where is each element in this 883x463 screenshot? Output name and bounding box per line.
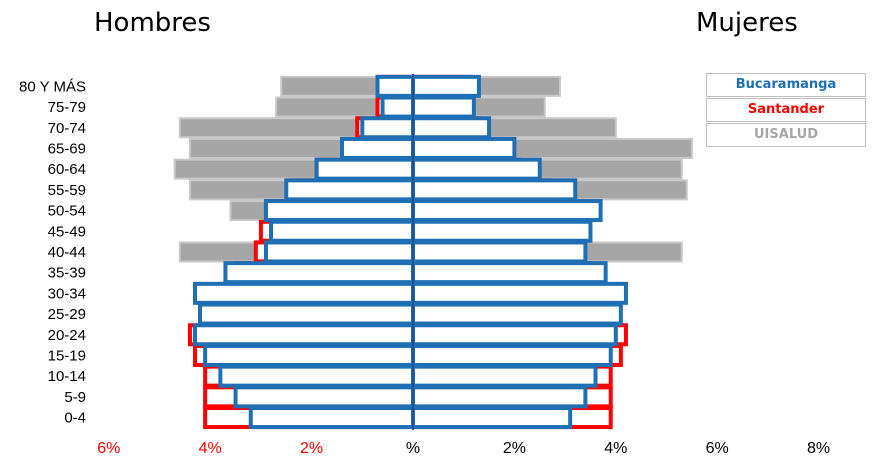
x-tick-label: 4% [199,440,222,457]
bar-bucaramanga-mujeres-15-19 [411,343,613,367]
bar-bucaramanga-mujeres-5-9 [411,385,588,409]
x-tick-label: % [406,440,420,457]
x-tick-label: 2% [503,440,526,457]
category-label-0-4: 0-4 [64,410,86,427]
mujeres-title: Mujeres [696,8,798,38]
bar-bucaramanga-mujeres-45-49 [411,219,593,243]
bar-bucaramanga-mujeres-10-14 [411,364,598,388]
bar-bucaramanga-mujeres-0-4 [411,406,573,430]
bar-bucaramanga-hombres-20-24 [192,323,415,347]
bar-bucaramanga-hombres-5-9 [233,385,415,409]
category-label-65-69: 65-69 [48,140,86,157]
legend-item-uisalud: UISALUD [706,123,866,147]
bar-bucaramanga-mujeres-75-79 [411,95,476,119]
x-tick-label: 6% [706,440,729,457]
bar-bucaramanga-hombres-55-59 [284,178,415,202]
legend-item-bucaramanga: Bucaramanga [706,73,866,97]
category-label-20-24: 20-24 [48,327,86,344]
hombres-title: Hombres [94,8,211,38]
bar-bucaramanga-mujeres-20-24 [411,323,618,347]
bar-bucaramanga-mujeres-35-39 [411,261,608,285]
bar-bucaramanga-hombres-25-29 [198,302,415,326]
bar-bucaramanga-hombres-15-19 [203,343,415,367]
bar-bucaramanga-hombres-50-54 [263,199,415,223]
x-tick-label: 6% [97,440,120,457]
category-label-10-14: 10-14 [48,368,86,385]
bar-bucaramanga-hombres-70-74 [360,116,415,140]
category-label-80-y-m-s: 80 Y MÁS [19,78,86,95]
category-label-55-59: 55-59 [48,182,86,199]
bar-bucaramanga-hombres-30-34 [192,281,415,305]
category-label-70-74: 70-74 [48,120,86,137]
legend-item-santander: Santander [706,98,866,122]
category-label-75-79: 75-79 [48,99,86,116]
bar-bucaramanga-hombres-10-14 [218,364,415,388]
bar-bucaramanga-hombres-65-69 [340,136,415,160]
bar-bucaramanga-mujeres-60-64 [411,157,542,181]
bar-bucaramanga-hombres-40-44 [263,240,415,264]
bar-bucaramanga-mujeres-40-44 [411,240,588,264]
category-label-35-39: 35-39 [48,265,86,282]
bar-bucaramanga-hombres-45-49 [269,219,416,243]
bar-bucaramanga-mujeres-65-69 [411,136,517,160]
bar-bucaramanga-hombres-75-79 [380,95,415,119]
category-label-45-49: 45-49 [48,223,86,240]
category-label-25-29: 25-29 [48,306,86,323]
x-tick-label: 2% [300,440,323,457]
category-label-30-34: 30-34 [48,285,86,302]
x-tick-label: 8% [807,440,830,457]
legend: Bucaramanga Santander UISALUD [706,73,866,148]
category-label-15-19: 15-19 [48,347,86,364]
bar-bucaramanga-hombres-80-y-m-s [375,74,416,98]
bar-bucaramanga-mujeres-50-54 [411,199,603,223]
bar-bucaramanga-mujeres-80-y-m-s [411,74,481,98]
bar-bucaramanga-mujeres-25-29 [411,302,623,326]
bar-bucaramanga-hombres-60-64 [314,157,416,181]
x-tick-label: 4% [604,440,627,457]
bar-bucaramanga-hombres-35-39 [223,261,415,285]
category-label-40-44: 40-44 [48,244,86,261]
bar-bucaramanga-mujeres-30-34 [411,281,628,305]
bar-bucaramanga-mujeres-55-59 [411,178,578,202]
category-label-60-64: 60-64 [48,161,86,178]
category-label-5-9: 5-9 [64,389,86,406]
bar-bucaramanga-hombres-0-4 [248,406,415,430]
bar-bucaramanga-mujeres-70-74 [411,116,492,140]
category-label-50-54: 50-54 [48,203,86,220]
